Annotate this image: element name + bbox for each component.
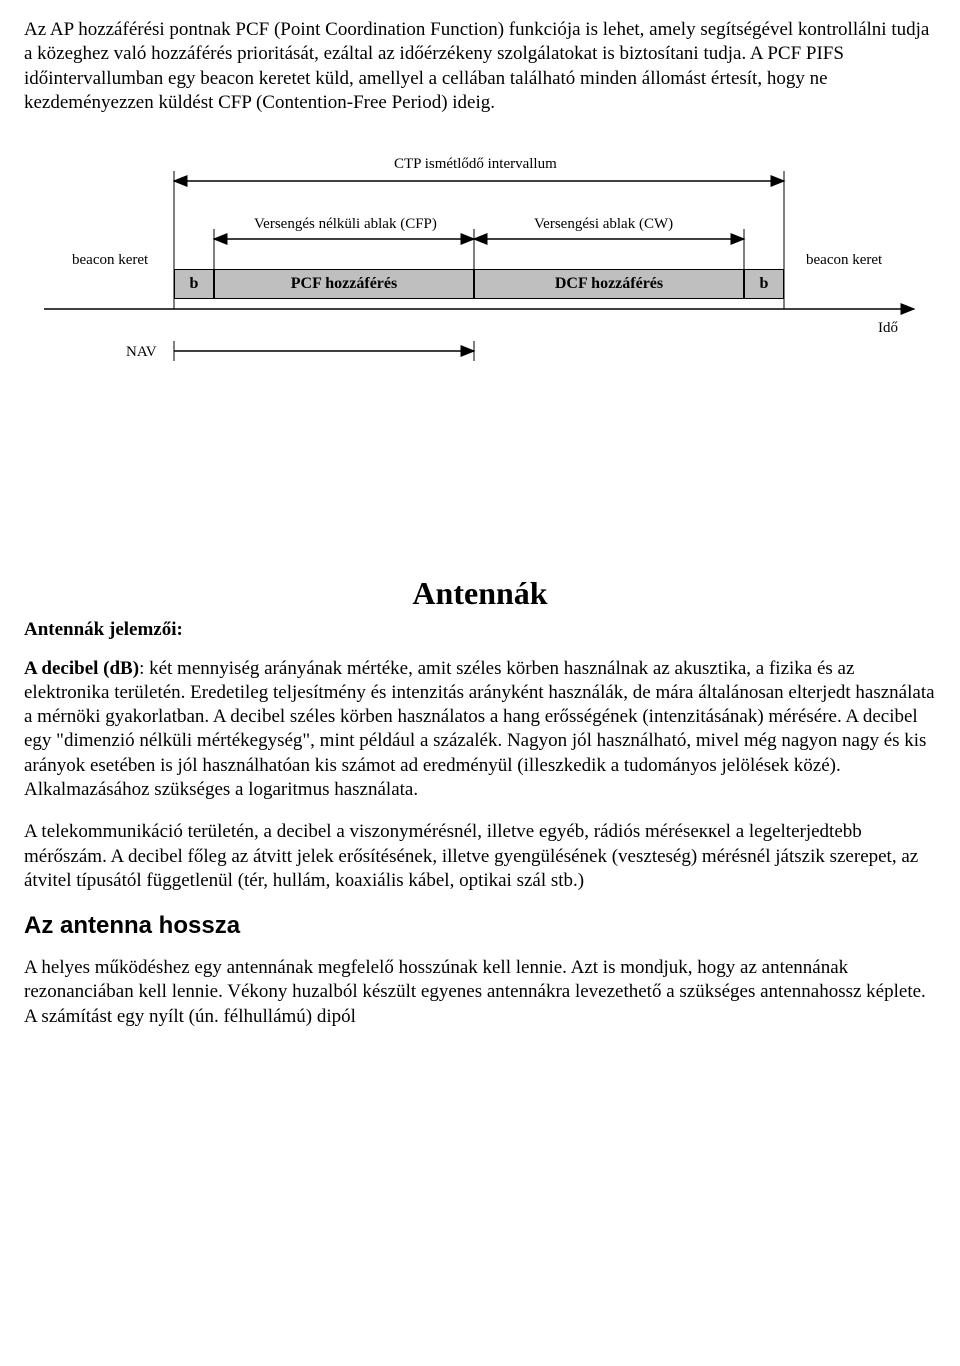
box-dcf: DCF hozzáférés <box>474 269 744 299</box>
box-b-right: b <box>744 269 784 299</box>
label-cfp: Versengés nélküli ablak (CFP) <box>254 215 437 234</box>
paragraph-decibel: A decibel (dB): két mennyiség arányának … <box>24 657 936 803</box>
label-beacon-left: beacon keret <box>72 251 148 270</box>
label-ido: Idő <box>878 319 898 338</box>
heading-antennak: Antennák <box>24 573 936 614</box>
decibel-bold: A decibel (dB) <box>24 658 139 679</box>
decibel-rest: : két mennyiség arányának mértéke, amit … <box>24 658 935 801</box>
paragraph-intro: Az AP hozzáférési pontnak PCF (Point Coo… <box>24 18 936 115</box>
label-cw: Versengési ablak (CW) <box>534 215 673 234</box>
heading-hossza: Az antenna hossza <box>24 911 936 942</box>
box-pcf: PCF hozzáférés <box>214 269 474 299</box>
box-b-left: b <box>174 269 214 299</box>
label-ctp: CTP ismétlődő intervallum <box>394 155 557 174</box>
paragraph-hossza: A helyes működéshez egy antennának megfe… <box>24 956 936 1029</box>
timing-diagram: CTP ismétlődő intervallum Versengés nélk… <box>24 133 936 393</box>
label-beacon-right: beacon keret <box>806 251 882 270</box>
paragraph-telecom: A telekommunikáció területén, a decibel … <box>24 820 936 893</box>
label-nav: NAV <box>126 343 157 362</box>
heading-jelemzoi: Antennák jelemzői: <box>24 618 936 642</box>
